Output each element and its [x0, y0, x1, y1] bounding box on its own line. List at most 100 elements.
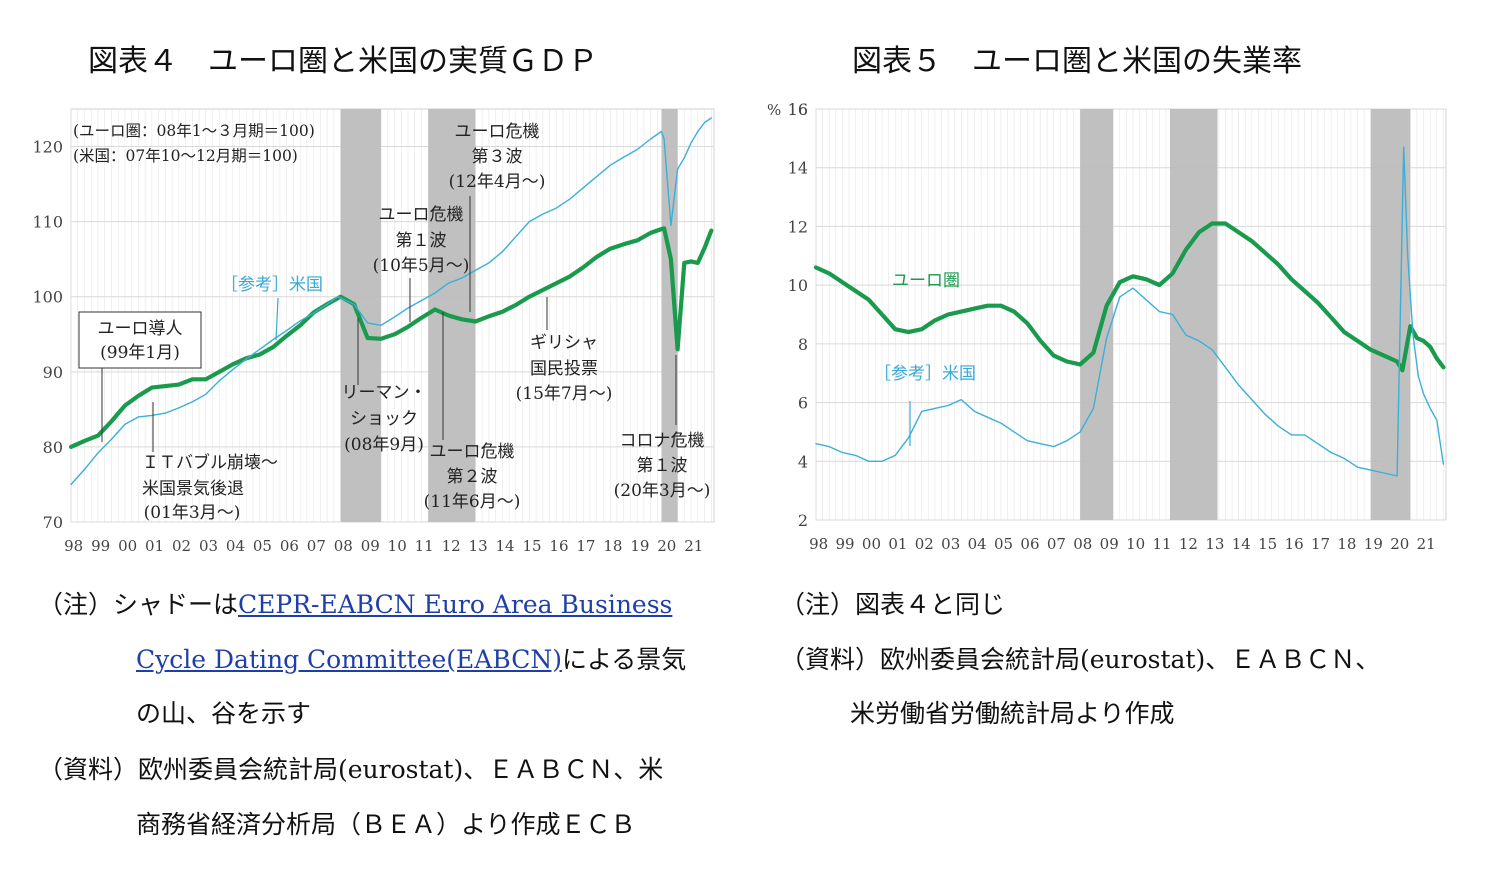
fig4-xtick-label: 05 — [253, 537, 272, 555]
fig4-xtick-label: 12 — [442, 537, 461, 555]
fig4-ytick-label: 90 — [43, 363, 63, 382]
fig5-xtick-label: 09 — [1100, 535, 1119, 553]
fig4-ytick-label: 80 — [43, 438, 63, 457]
fig5-ytick-label: 2 — [798, 511, 808, 530]
fig5-xtick-label: 08 — [1073, 535, 1092, 553]
fig4-greece-label: 国民投票 — [530, 359, 598, 379]
fig4-crisis3-label: 第３波 — [472, 147, 523, 167]
fig4-recession-shade-3 — [661, 109, 678, 522]
fig5-xtick-label: 04 — [968, 535, 987, 553]
fig4-us-series-line — [70, 117, 712, 486]
fig5-xtick-label: 17 — [1311, 535, 1330, 553]
fig4-ytick-label: 120 — [32, 138, 63, 157]
fig4-corona-label: (20年3月～) — [614, 481, 711, 501]
fig5-xtick-label: 19 — [1364, 535, 1383, 553]
fig4-xtick-label: 03 — [199, 537, 218, 555]
left-note-line2-rest: による景気 — [561, 645, 687, 674]
fig4-xtick-label: 19 — [630, 537, 649, 555]
fig4-xtick-label: 14 — [496, 537, 515, 555]
fig5-ytick-label: 12 — [788, 217, 808, 236]
fig5-xtick-label: 05 — [994, 535, 1013, 553]
fig4-xtick-label: 16 — [549, 537, 568, 555]
fig5-xtick-label: 21 — [1417, 535, 1436, 553]
fig4-corona-label: コロナ危機 — [620, 431, 705, 451]
fig5-chart: 2 4 6 8 10 12 14 16 98 99 00 01 02 03 04 05 06 07 08 09 10 11… — [767, 100, 1447, 553]
fig5-ytick-label: 4 — [798, 452, 808, 471]
fig5-us-ref-label: ［参考］米国 — [874, 364, 976, 384]
fig4-it-bubble-label: (01年3月～) — [144, 503, 241, 523]
fig4-xtick-label: 13 — [469, 537, 488, 555]
fig5-euro-label: ユーロ圏 — [892, 271, 960, 291]
fig4-xtick-label: 98 — [64, 537, 83, 555]
fig4-euro-intro-box — [78, 311, 202, 369]
fig5-ytick-label: 6 — [798, 394, 808, 413]
fig5-xtick-label: 99 — [836, 535, 855, 553]
fig4-crisis2-label: 第２波 — [447, 467, 498, 487]
fig5-recession-shade-2 — [1169, 109, 1218, 520]
fig5-xtick-label: 20 — [1390, 535, 1409, 553]
fig4-xtick-label: 08 — [334, 537, 353, 555]
fig5-ytick-label: 8 — [798, 335, 808, 354]
fig5-xtick-label: 98 — [809, 535, 828, 553]
fig4-ytick-label: 110 — [32, 213, 63, 232]
fig4-us-ref-label: ［参考］米国 — [221, 275, 323, 295]
fig5-xtick-label: 18 — [1337, 535, 1356, 553]
fig4-lehman-label: ショック — [350, 409, 418, 429]
left-note-line1: （注）シャドーはCEPR-EABCN Euro Area Business — [38, 592, 672, 617]
fig4-xtick-label: 18 — [603, 537, 622, 555]
fig5-xtick-label: 16 — [1285, 535, 1304, 553]
fig4-lehman-label: (08年9月) — [344, 435, 424, 455]
fig5-plot-area — [815, 108, 1447, 521]
fig4-xtick-label: 10 — [388, 537, 407, 555]
fig4-chart: 70 80 90 100 110 120 98 99 00 01 02 03 04 05 06 07 08 09 1… — [32, 108, 715, 555]
fig4-crisis3-label: (12年4月～) — [449, 172, 546, 192]
right-source-line1: （資料）欧州委員会統計局(eurostat)、ＥＡＢＣＮ、 — [780, 645, 1381, 674]
fig5-xtick-label: 01 — [888, 535, 907, 553]
fig4-crisis1-label: ユーロ危機 — [379, 205, 464, 225]
fig5-ytick-label: 16 — [788, 100, 808, 119]
fig4-crisis3-label: ユーロ危機 — [455, 122, 540, 142]
fig4-xtick-label: 00 — [118, 537, 137, 555]
left-note-prefix: （注）シャドーは — [38, 590, 239, 619]
fig5-xtick-label: 12 — [1179, 535, 1198, 553]
fig4-xtick-label: 02 — [172, 537, 191, 555]
fig5-euro-series-line — [813, 221, 1446, 373]
right-source-line2: 米労働省労働統計局より作成 — [850, 699, 1175, 728]
fig4-euro-intro-date: (99年1月) — [100, 343, 180, 363]
eabcn-link-2[interactable]: Cycle Dating Committee(EABCN) — [136, 645, 562, 674]
fig4-us-ref-pointer — [275, 297, 279, 341]
fig5-xtick-label: 00 — [862, 535, 881, 553]
fig5-xtick-label: 15 — [1258, 535, 1277, 553]
fig4-base-note-us: (米国：07年10～12月期＝100) — [73, 147, 298, 165]
fig4-crisis2-label: (11年6月～) — [424, 492, 521, 512]
fig4-greece-label: ギリシャ — [530, 333, 598, 353]
fig4-it-bubble-label: ＩＴバブル崩壊～ — [142, 452, 278, 473]
fig4-greece-label: (15年7月～) — [516, 384, 613, 404]
fig4-ytick-label: 100 — [32, 288, 63, 307]
fig4-xtick-label: 06 — [280, 537, 299, 555]
left-note-line3: の山、谷を示す — [136, 699, 312, 728]
fig4-xtick-label: 20 — [657, 537, 676, 555]
fig5-xtick-label: 13 — [1205, 535, 1224, 553]
fig5-xtick-label: 11 — [1152, 535, 1171, 553]
eabcn-link-1[interactable]: CEPR-EABCN Euro Area Business — [238, 590, 673, 619]
fig5-ytick-label: 16 — [788, 100, 808, 119]
fig4-xtick-label: 07 — [307, 537, 326, 555]
fig4-euro-series-line — [68, 226, 714, 449]
fig5-us-series-line — [815, 146, 1445, 477]
fig5-xtick-label: 10 — [1126, 535, 1145, 553]
fig4-base-note-euro: (ユーロ圏：08年1～３月期＝100) — [73, 122, 315, 140]
fig4-ytick-label: 70 — [43, 513, 63, 532]
fig4-xtick-label: 01 — [145, 537, 164, 555]
fig5-title: 図表５ ユーロ圏と米国の失業率 — [852, 44, 1302, 79]
fig4-lehman-label: リーマン・ — [342, 383, 427, 403]
fig4-xtick-label: 21 — [684, 537, 703, 555]
fig4-crisis2-label: ユーロ危機 — [430, 442, 515, 462]
fig5-xtick-label: 06 — [1020, 535, 1039, 553]
fig5-xtick-label: 02 — [915, 535, 934, 553]
fig4-euro-intro-label: ユーロ導人 — [98, 319, 183, 339]
fig4-crisis1-label: 第１波 — [396, 231, 447, 251]
fig5-ytick-label: 10 — [788, 276, 808, 295]
fig4-it-bubble-label: 米国景気後退 — [142, 479, 244, 499]
